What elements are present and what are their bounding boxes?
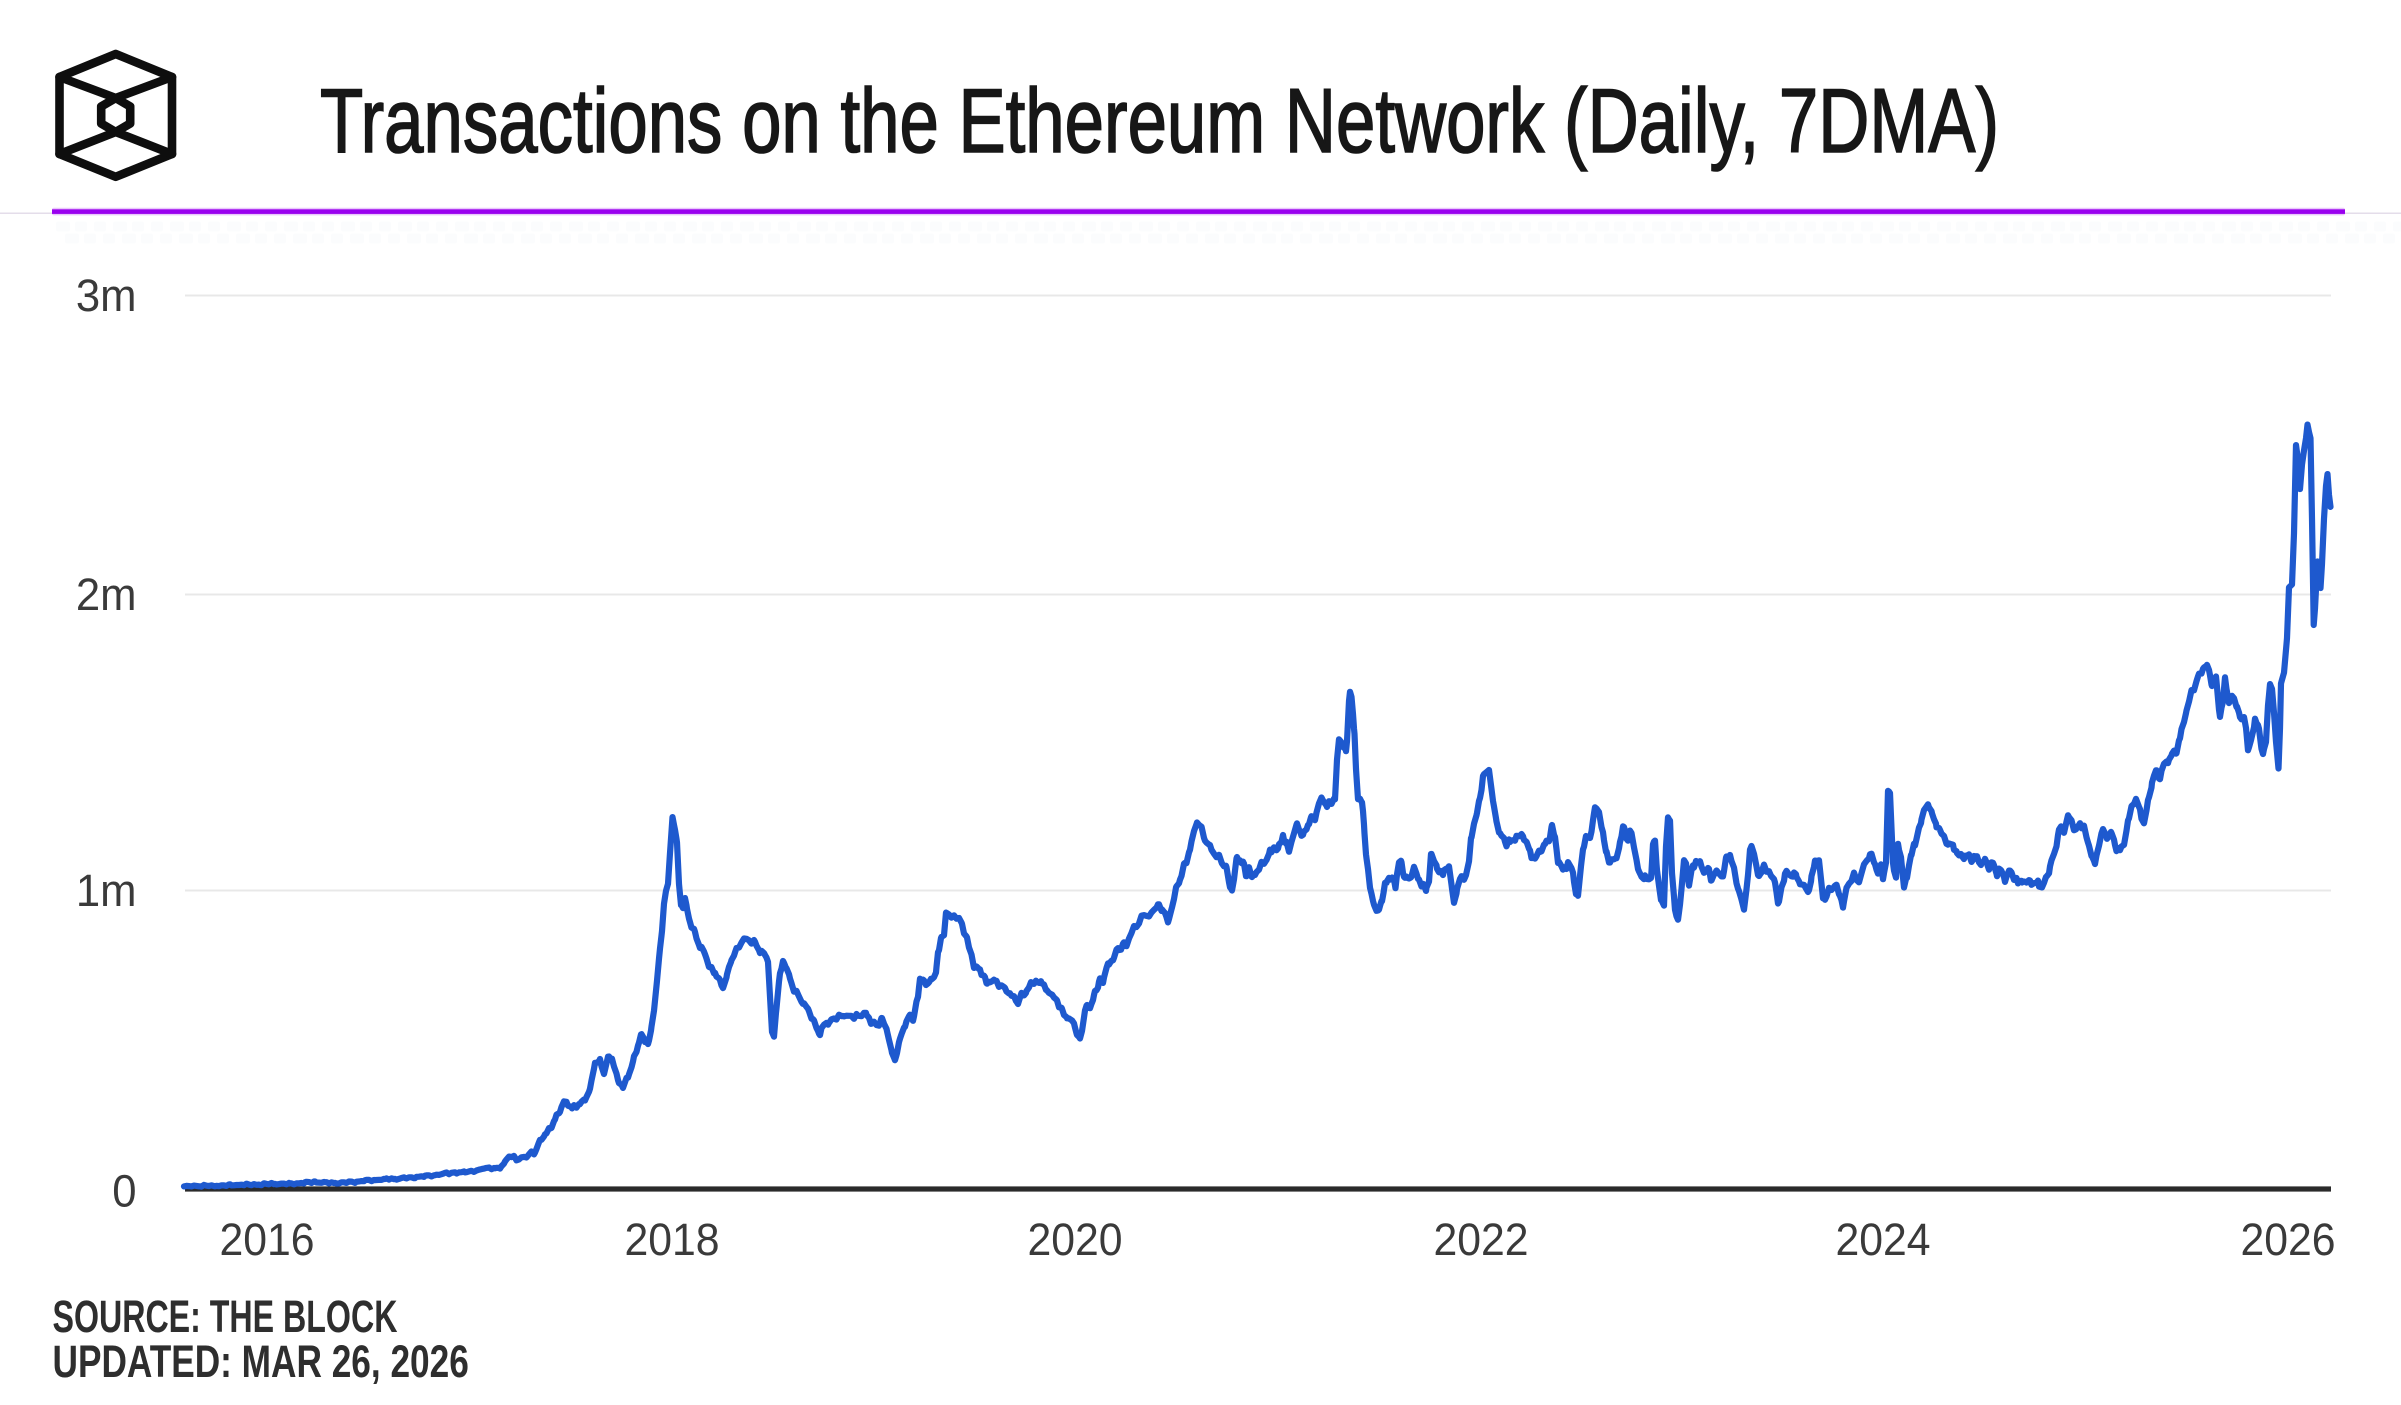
svg-text:2020: 2020 [1027,1215,1122,1265]
svg-text:Transactions on the Ethereum N: Transactions on the Ethereum Network (Da… [320,71,1999,172]
svg-text:2016: 2016 [219,1215,314,1265]
svg-text:2026: 2026 [2240,1215,2335,1265]
svg-text:UPDATED: MAR 26, 2026: UPDATED: MAR 26, 2026 [53,1336,469,1387]
svg-text:SOURCE: THE BLOCK: SOURCE: THE BLOCK [53,1293,398,1342]
svg-text:2m: 2m [76,570,137,620]
svg-text:0: 0 [112,1167,136,1217]
svg-text:2022: 2022 [1433,1215,1528,1265]
svg-text:3m: 3m [76,271,137,321]
svg-text:2018: 2018 [624,1215,719,1265]
svg-text:2024: 2024 [1835,1215,1930,1265]
svg-text:1m: 1m [76,866,137,916]
